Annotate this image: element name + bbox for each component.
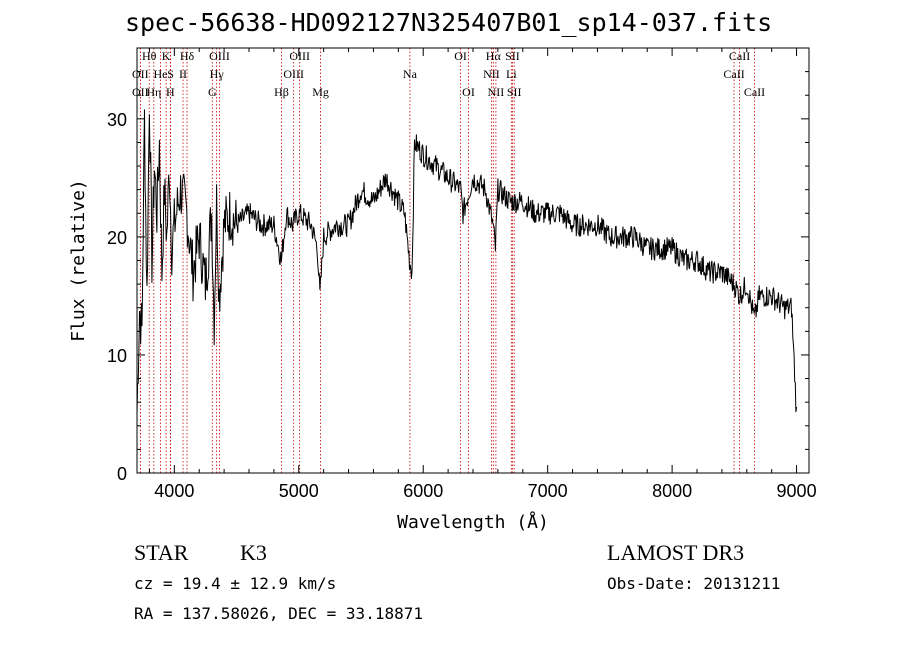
spectral-line-labels: Hθ OII OII He Hη KSH Hδ II OIII Hγ G Hβ OIII OIII Mg Na… (132, 49, 765, 99)
observation-date: Obs-Date: 20131211 (607, 574, 781, 593)
x-tick-label-5: 9000 (777, 481, 817, 501)
line-label-6: S (167, 67, 174, 81)
line-label-26: CaII (729, 49, 750, 63)
line-label-11: Hγ (210, 67, 225, 81)
line-label-5: K (162, 49, 171, 63)
line-label-7: H (166, 85, 175, 99)
line-label-22: NII (488, 85, 505, 99)
line-label-14: OIII (289, 49, 310, 63)
line-label-13: Hβ (274, 85, 289, 99)
chart-title: spec-56638-HD092127N325407B01_sp14-037.f… (125, 8, 773, 37)
y-tick-label-2: 20 (107, 228, 127, 248)
plot-frame (136, 47, 810, 474)
line-label-3: He (154, 67, 168, 81)
y-axis-label: Flux (relative) (68, 179, 89, 342)
line-label-16: Mg (312, 85, 329, 99)
object-subclass: K3 (240, 540, 267, 565)
line-label-1: OII (132, 67, 149, 81)
y-axis-ticks: 0 10 20 30 (107, 71, 809, 484)
line-label-15: OIII (283, 67, 304, 81)
x-tick-label-4: 8000 (652, 481, 692, 501)
line-label-20: Hα (486, 49, 502, 63)
line-label-24: Li (506, 67, 517, 81)
x-tick-label-0: 4000 (154, 481, 194, 501)
line-label-2: OII (132, 85, 149, 99)
line-label-23: SII (505, 49, 520, 63)
line-label-4: Hη (146, 85, 161, 99)
x-tick-label-2: 6000 (403, 481, 443, 501)
x-tick-label-1: 5000 (279, 481, 319, 501)
line-label-12: G (208, 85, 217, 99)
object-class: STAR (134, 540, 189, 565)
spectral-line-markers (139, 48, 755, 473)
line-label-18: OI (454, 49, 467, 63)
y-tick-label-3: 30 (107, 110, 127, 130)
line-label-10: OIII (209, 49, 230, 63)
survey-name: LAMOST DR3 (607, 540, 745, 565)
line-label-21: NII (483, 67, 500, 81)
line-label-8: Hδ (180, 49, 195, 63)
x-axis-ticks: 4000 5000 6000 7000 8000 9000 (148, 48, 817, 501)
line-label-19: OI (462, 85, 475, 99)
y-tick-label-1: 10 (107, 346, 127, 366)
line-label-9: II (179, 67, 187, 81)
y-tick-label-0: 0 (117, 464, 127, 484)
spectrum-line (136, 109, 798, 415)
x-axis-label: Wavelength (Å) (397, 511, 549, 533)
line-label-25: SII (507, 85, 522, 99)
x-tick-label-3: 7000 (528, 481, 568, 501)
redshift-cz: cz = 19.4 ± 12.9 km/s (134, 574, 337, 593)
line-label-17: Na (403, 67, 418, 81)
line-label-0: Hθ (142, 49, 157, 63)
spectrum-series (136, 109, 798, 415)
line-label-27: CaII (723, 67, 744, 81)
coordinates: RA = 137.58026, DEC = 33.18871 (134, 604, 423, 623)
line-label-28: CaII (744, 85, 765, 99)
